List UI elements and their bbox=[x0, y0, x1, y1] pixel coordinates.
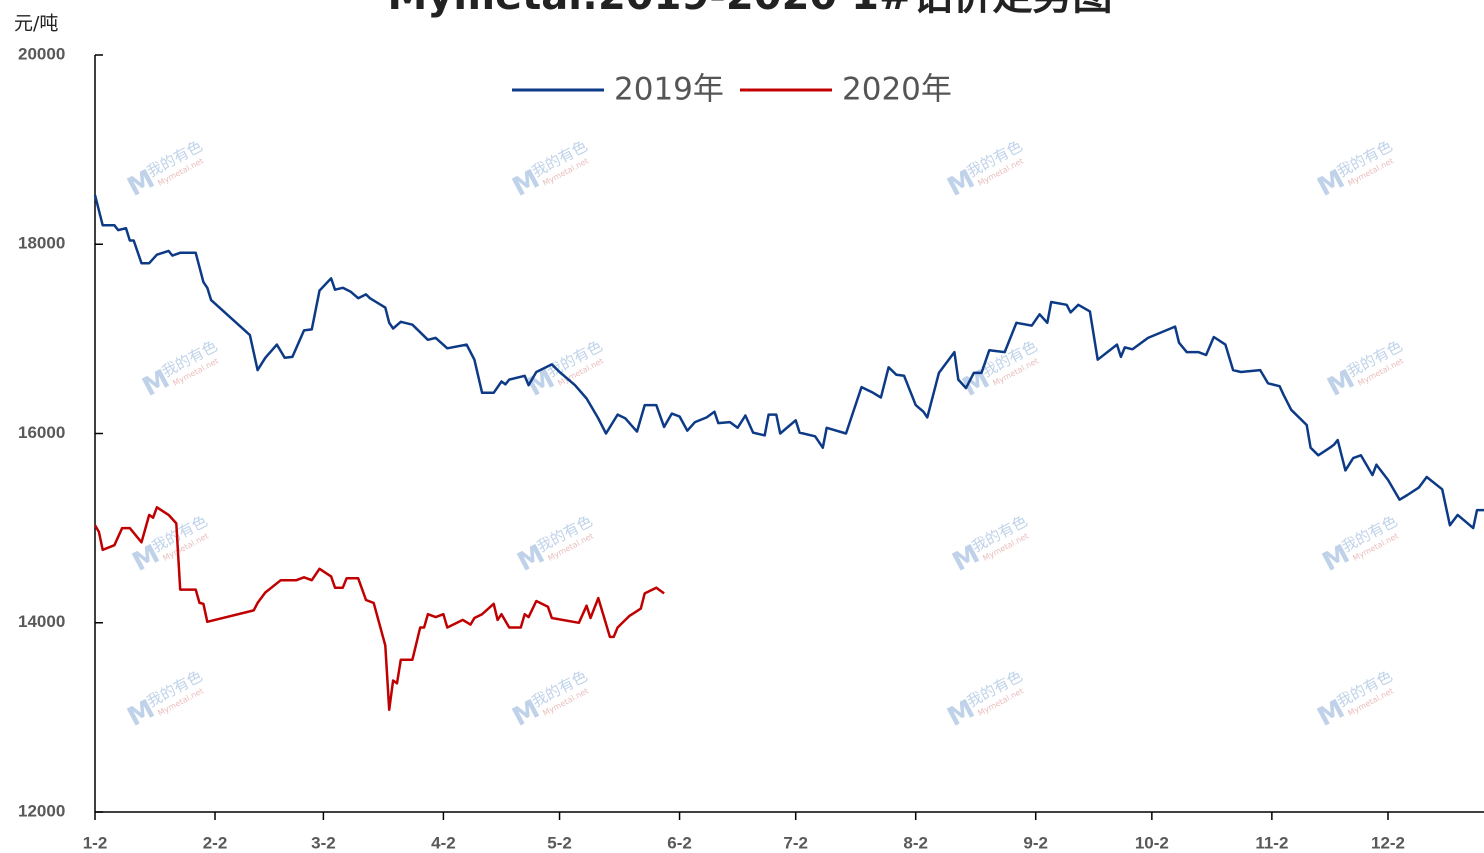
x-tick-label: 4-2 bbox=[431, 833, 456, 852]
x-tick-label: 8-2 bbox=[903, 833, 928, 852]
x-tick-label: 2-2 bbox=[203, 833, 228, 852]
y-tick-label: 18000 bbox=[18, 234, 65, 253]
y-tick-label: 16000 bbox=[18, 423, 65, 442]
y-tick-label: 12000 bbox=[18, 801, 65, 820]
y-unit: 元/吨 bbox=[14, 13, 58, 35]
chart-title: Mymetal:2019-2020 1#铝价走势图 bbox=[387, 0, 1112, 19]
series-line bbox=[93, 194, 1484, 530]
x-tick-label: 12-2 bbox=[1371, 833, 1405, 852]
x-tick-label: 6-2 bbox=[667, 833, 692, 852]
x-tick-label: 7-2 bbox=[783, 833, 808, 852]
legend-label: 2019年 bbox=[614, 72, 724, 108]
series-line bbox=[93, 506, 665, 712]
x-tick-label: 3-2 bbox=[311, 833, 336, 852]
x-tick-label: 10-2 bbox=[1135, 833, 1169, 852]
x-tick-label: 9-2 bbox=[1023, 833, 1048, 852]
x-tick-label: 5-2 bbox=[547, 833, 572, 852]
legend-label: 2020年 bbox=[842, 72, 952, 108]
x-tick-label: 11-2 bbox=[1255, 833, 1288, 852]
y-tick-label: 20000 bbox=[18, 44, 65, 63]
y-tick-label: 14000 bbox=[18, 612, 65, 631]
x-tick-label: 1-2 bbox=[83, 833, 108, 852]
